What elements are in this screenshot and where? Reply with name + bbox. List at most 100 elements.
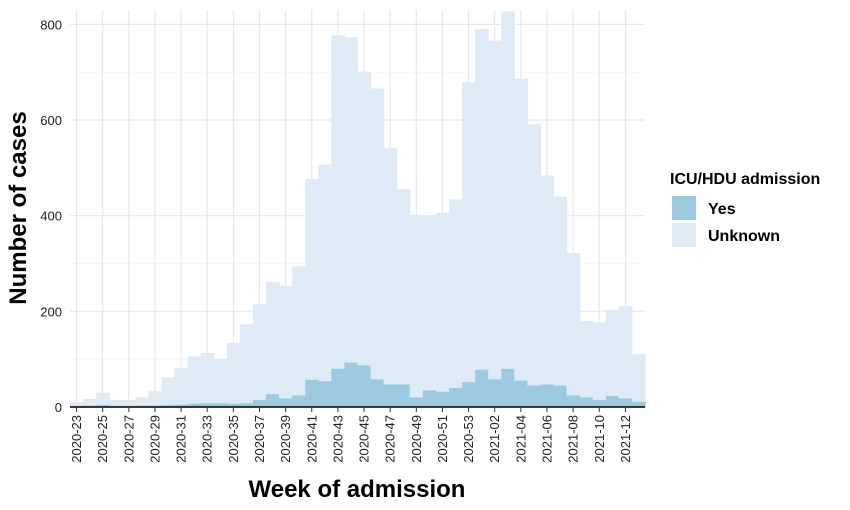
bar-yes <box>370 379 385 407</box>
bar-unknown <box>370 88 385 380</box>
y-tick-label: 400 <box>40 209 62 224</box>
x-axis-title: Week of admission <box>249 476 466 503</box>
y-tick-label: 200 <box>40 304 62 319</box>
bar-yes <box>540 384 555 407</box>
bars <box>70 11 646 407</box>
x-tick-label: 2021-06 <box>539 415 554 463</box>
bar-unknown <box>448 199 463 388</box>
bar-unknown <box>226 342 241 404</box>
bar-yes <box>213 403 228 407</box>
y-tick-label: 0 <box>55 400 62 415</box>
x-tick-label: 2020-37 <box>252 415 267 463</box>
legend-title: ICU/HDU admission <box>670 171 820 188</box>
bar-unknown <box>187 356 202 404</box>
bar-yes <box>579 397 594 407</box>
bar-yes <box>566 395 581 407</box>
bar-yes <box>462 382 476 407</box>
bar-yes <box>618 398 633 407</box>
bar-yes <box>631 401 646 407</box>
bar-unknown <box>109 399 123 407</box>
x-tick-label: 2020-41 <box>304 415 319 463</box>
x-tick-label: 2020-33 <box>200 415 215 463</box>
bar-yes <box>553 385 568 407</box>
x-tick-label: 2021-12 <box>618 415 633 463</box>
bar-unknown <box>344 37 359 363</box>
bar-yes <box>605 395 620 407</box>
bar-yes <box>200 403 215 407</box>
bar-yes <box>96 405 110 407</box>
bar-unknown <box>540 175 555 385</box>
bar-unknown <box>135 397 150 406</box>
y-tick-label: 600 <box>40 113 62 128</box>
bar-yes <box>266 394 280 407</box>
bar-unknown <box>122 399 136 407</box>
x-tick-label: 2020-29 <box>147 415 162 463</box>
legend-label-yes: Yes <box>708 201 736 218</box>
bar-unknown <box>239 324 254 404</box>
x-tick-label: 2020-51 <box>435 415 450 463</box>
bar-unknown <box>148 391 163 406</box>
bar-yes <box>488 379 502 407</box>
x-tick-label: 2021-08 <box>566 415 581 463</box>
bar-unknown <box>252 304 267 400</box>
x-tick-label: 2020-27 <box>121 415 136 463</box>
bar-unknown <box>83 398 97 406</box>
legend-swatch-unknown <box>672 223 696 247</box>
bar-unknown <box>553 196 568 386</box>
bar-unknown <box>174 367 189 405</box>
bar-unknown <box>357 71 372 366</box>
bar-yes <box>527 385 542 407</box>
bar-yes <box>318 381 332 407</box>
bar-unknown <box>279 285 293 399</box>
bar-unknown <box>409 214 424 398</box>
bar-unknown <box>70 402 84 407</box>
bar-unknown <box>331 35 346 369</box>
bar-yes <box>514 380 528 407</box>
bar-unknown <box>213 358 228 404</box>
bar-yes <box>226 403 241 407</box>
bar-yes <box>331 368 346 407</box>
bar-unknown <box>305 178 319 380</box>
x-tick-label: 2020-45 <box>357 415 372 463</box>
bar-unknown <box>618 306 633 399</box>
legend: ICU/HDU admission Yes Unknown <box>670 171 820 247</box>
bar-unknown <box>631 353 646 402</box>
bar-unknown <box>161 377 176 406</box>
bar-unknown <box>605 309 620 396</box>
x-tick-label: 2020-31 <box>174 415 189 463</box>
bar-yes <box>187 403 202 407</box>
bar-yes <box>592 399 607 407</box>
x-tick-label: 2021-10 <box>592 415 607 463</box>
bar-yes <box>357 365 372 407</box>
bar-yes <box>383 384 398 407</box>
bar-yes <box>396 384 411 407</box>
bar-unknown <box>592 322 607 400</box>
legend-label-unknown: Unknown <box>708 228 780 245</box>
x-tick-label: 2020-43 <box>330 415 345 463</box>
x-tick-label: 2021-02 <box>487 415 502 463</box>
bar-yes <box>252 399 267 407</box>
bar-unknown <box>579 320 594 398</box>
x-tick-label: 2020-23 <box>69 415 84 463</box>
x-tick-label: 2020-49 <box>409 415 424 463</box>
x-tick-label: 2020-53 <box>461 415 476 463</box>
bar-unknown <box>96 392 110 406</box>
y-axis-title: Number of cases <box>5 111 32 304</box>
bar-unknown <box>435 212 450 392</box>
x-tick-label: 2020-35 <box>226 415 241 463</box>
bar-yes <box>409 397 424 407</box>
bar-yes <box>501 368 515 407</box>
bar-unknown <box>475 28 489 370</box>
bar-yes <box>279 398 293 407</box>
y-tick-label: 800 <box>40 17 62 32</box>
bar-yes <box>448 387 463 407</box>
bar-unknown <box>292 266 306 396</box>
bar-unknown <box>200 352 215 404</box>
bar-unknown <box>383 148 398 385</box>
bar-yes <box>174 404 189 407</box>
bar-unknown <box>422 216 437 391</box>
bar-unknown <box>501 11 515 369</box>
x-tick-label: 2021-04 <box>513 415 528 463</box>
bar-unknown <box>462 82 476 383</box>
